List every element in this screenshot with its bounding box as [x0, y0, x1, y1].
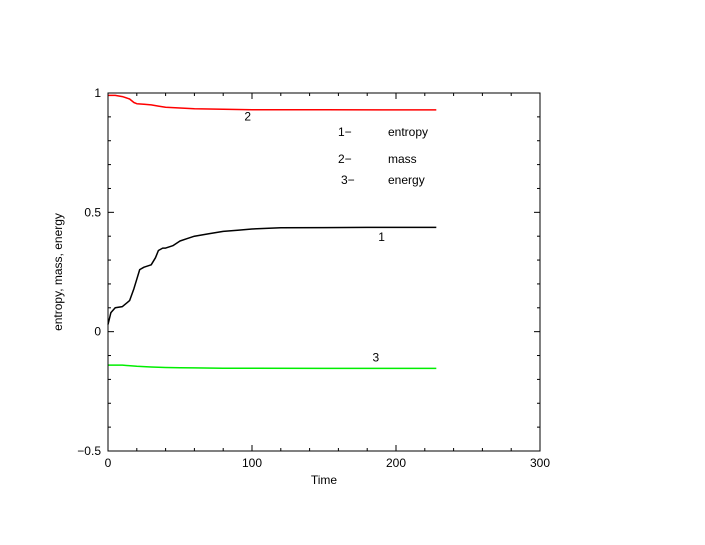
curve-label-3: 3 [372, 351, 379, 365]
legend-marker-mass: 2− [338, 152, 352, 166]
legend: 1− entropy 2− mass 3− energy [338, 125, 428, 187]
series-line-1 [107, 226, 437, 325]
curve-labels: 1 2 3 [244, 109, 385, 364]
legend-marker-energy: 3− [341, 173, 355, 187]
series-layer [107, 94, 437, 370]
legend-marker-entropy: 1− [338, 125, 352, 139]
x-tick-label: 100 [242, 456, 262, 470]
y-tick-label: −0.5 [77, 444, 101, 458]
x-tick-label: 300 [530, 456, 550, 470]
legend-label-entropy: entropy [388, 125, 428, 139]
x-tick-label: 0 [105, 456, 112, 470]
tick-labels: 0 100 200 300 −0.5 0 0.5 1 [77, 86, 550, 470]
legend-label-energy: energy [388, 173, 425, 187]
axis-ticks [107, 92, 541, 452]
y-tick-label: 1 [94, 86, 101, 100]
y-axis-label: entropy, mass, energy [51, 213, 65, 331]
legend-label-mass: mass [388, 152, 417, 166]
y-tick-label: 0.5 [84, 205, 101, 219]
curve-label-1: 1 [378, 230, 385, 244]
curve-label-2: 2 [244, 109, 251, 123]
series-line-2 [108, 94, 437, 111]
x-axis-label: Time [311, 473, 338, 487]
series-line-3 [108, 364, 437, 370]
plot-frame [107, 92, 541, 452]
y-tick-label: 0 [94, 325, 101, 339]
x-tick-label: 200 [386, 456, 406, 470]
